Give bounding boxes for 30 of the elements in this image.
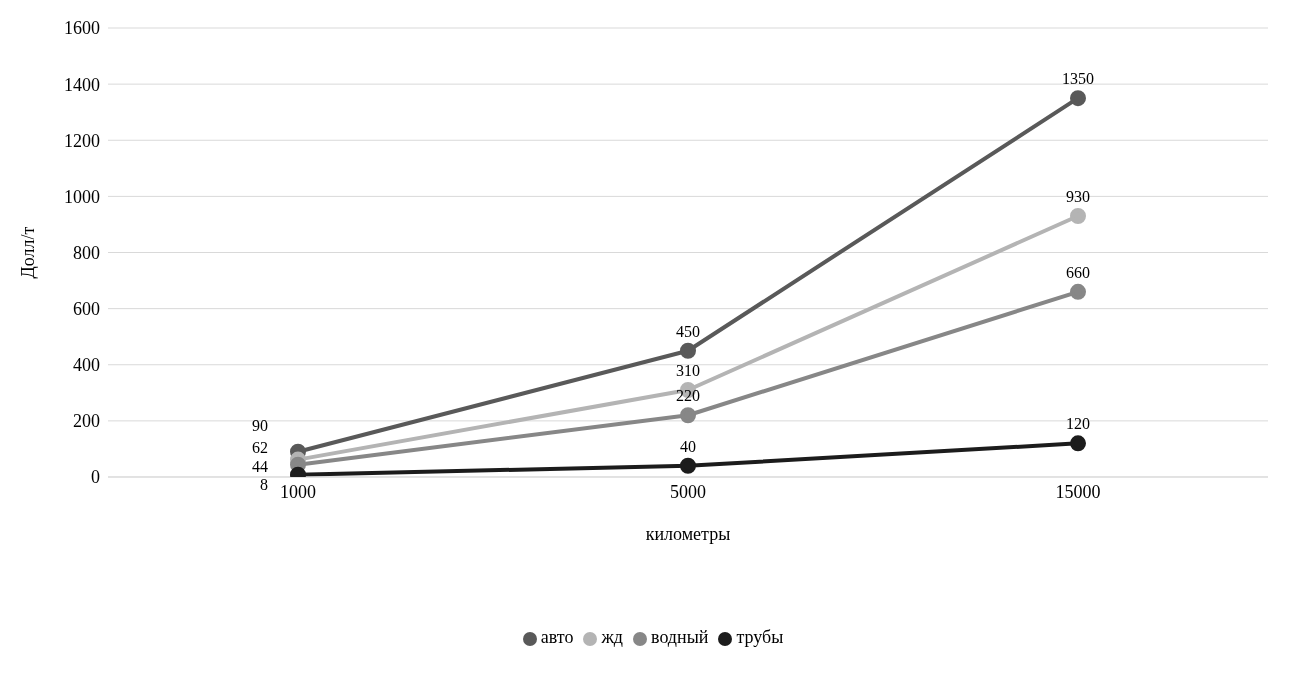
legend-label: жд: [601, 627, 624, 647]
data-label: 310: [676, 362, 700, 380]
data-label: 8: [260, 475, 268, 493]
data-label: 120: [1066, 415, 1090, 433]
data-label: 62: [252, 438, 268, 456]
data-label: 40: [680, 437, 696, 455]
x-axis-title: километры: [645, 523, 731, 544]
data-label: 220: [676, 387, 700, 405]
x-tick-label: 15000: [1055, 481, 1101, 502]
y-tick-label: 400: [73, 355, 100, 376]
data-label: 44: [252, 457, 268, 475]
legend-label: трубы: [736, 627, 784, 647]
y-tick-label: 1400: [64, 74, 100, 95]
y-tick-label: 200: [73, 411, 100, 432]
y-tick-label: 0: [91, 467, 100, 488]
x-tick-label: 5000: [670, 481, 706, 502]
legend-label: водный: [651, 627, 709, 647]
y-tick-label: 1200: [64, 130, 100, 151]
y-tick-label: 1000: [64, 186, 100, 207]
data-label: 660: [1066, 263, 1090, 281]
data-label: 1350: [1062, 70, 1094, 88]
data-label: 930: [1066, 188, 1090, 206]
data-label: 450: [676, 322, 700, 340]
y-tick-label: 1600: [64, 18, 100, 39]
data-label: 90: [252, 416, 268, 434]
legend-label: авто: [540, 627, 574, 647]
x-tick-label: 1000: [280, 481, 316, 502]
y-axis-title: Долл/т: [18, 226, 39, 279]
y-tick-label: 800: [73, 242, 100, 263]
y-tick-label: 600: [73, 299, 100, 320]
